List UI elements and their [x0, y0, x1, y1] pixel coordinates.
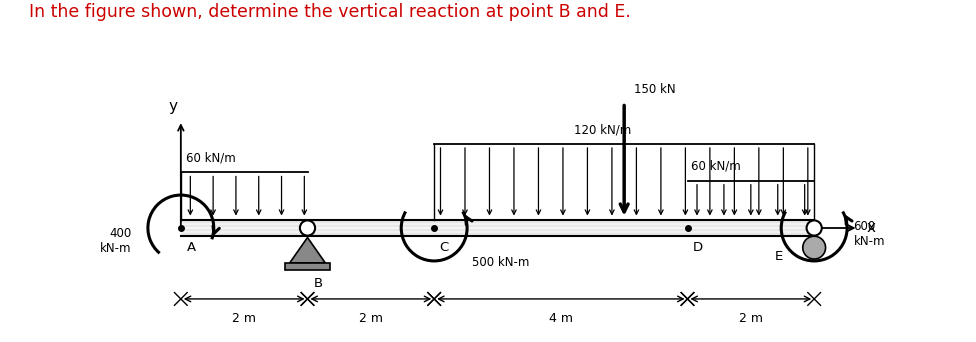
Text: A: A — [187, 241, 196, 254]
Text: 2 m: 2 m — [232, 312, 256, 325]
Bar — [181, 220, 814, 236]
Text: y: y — [169, 99, 178, 114]
Bar — [285, 263, 330, 270]
Text: 2 m: 2 m — [359, 312, 383, 325]
Circle shape — [806, 220, 822, 236]
Text: 120 kN/m: 120 kN/m — [574, 123, 630, 136]
Circle shape — [803, 236, 826, 259]
Text: B: B — [314, 277, 323, 290]
Text: 600
kN-m: 600 kN-m — [853, 220, 885, 248]
Text: x: x — [866, 221, 875, 236]
Text: 400
kN-m: 400 kN-m — [100, 227, 132, 255]
Circle shape — [300, 220, 315, 236]
Polygon shape — [290, 237, 325, 263]
Text: 2 m: 2 m — [739, 312, 763, 325]
Text: D: D — [693, 241, 703, 254]
Text: 60 kN/m: 60 kN/m — [185, 152, 235, 165]
Text: 150 kN: 150 kN — [633, 83, 675, 96]
Text: E: E — [774, 250, 783, 263]
Text: 60 kN/m: 60 kN/m — [691, 160, 741, 173]
Text: In the figure shown, determine the vertical reaction at point B and E.: In the figure shown, determine the verti… — [29, 3, 630, 21]
Text: C: C — [439, 241, 449, 254]
Text: 500 kN-m: 500 kN-m — [472, 256, 530, 269]
Text: 4 m: 4 m — [549, 312, 573, 325]
